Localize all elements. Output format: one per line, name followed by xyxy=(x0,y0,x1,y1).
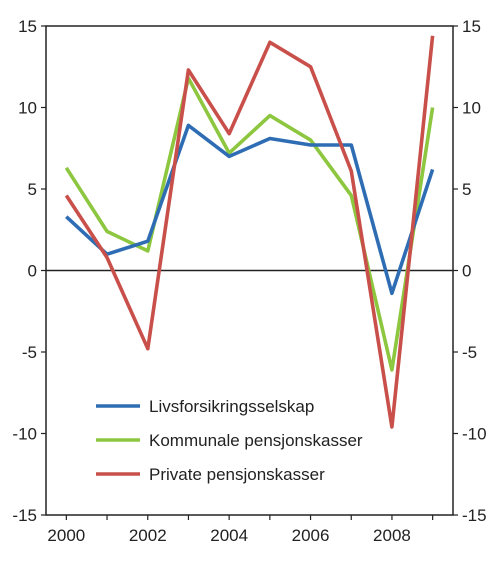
y-tick-label-left: 10 xyxy=(18,99,37,118)
y-axis-left: 15 10 5 0 -5 -10 -15 xyxy=(12,17,46,525)
series-line-2 xyxy=(64,35,435,429)
legend-label: Kommunale pensjonskasser xyxy=(149,431,363,450)
y-tick-label-right: -10 xyxy=(462,425,487,444)
y-axis-right: 15 10 5 0 -5 -10 -15 xyxy=(453,17,487,525)
series-lines xyxy=(64,35,435,429)
y-tick-label-right: -5 xyxy=(462,343,477,362)
y-tick-label-left: -10 xyxy=(12,425,37,444)
y-tick-label-left: 5 xyxy=(28,180,37,199)
x-tick-label: 2002 xyxy=(129,526,167,545)
legend-label: Private pensjonskasser xyxy=(149,465,325,484)
y-tick-label-right: 10 xyxy=(462,99,481,118)
x-tick-label: 2000 xyxy=(47,526,85,545)
series-line-0 xyxy=(65,123,435,296)
x-axis: 2000 2002 2004 2006 2008 xyxy=(47,515,434,545)
y-tick-label-right: -15 xyxy=(462,506,487,525)
x-tick-label: 2004 xyxy=(210,526,248,545)
x-tick-label: 2008 xyxy=(373,526,411,545)
y-tick-label-left: 0 xyxy=(28,262,37,281)
y-tick-label-right: 15 xyxy=(462,17,481,36)
legend: Livsforsikringsselskap Kommunale pensjons… xyxy=(96,397,363,484)
y-tick-label-left: 15 xyxy=(18,17,37,36)
y-tick-label-left: -15 xyxy=(12,506,37,525)
y-tick-label-right: 5 xyxy=(462,180,471,199)
y-tick-label-right: 0 xyxy=(462,262,471,281)
y-tick-label-left: -5 xyxy=(22,343,37,362)
x-tick-label: 2006 xyxy=(292,526,330,545)
legend-label: Livsforsikringsselskap xyxy=(149,397,314,416)
series-line-1 xyxy=(64,76,435,372)
